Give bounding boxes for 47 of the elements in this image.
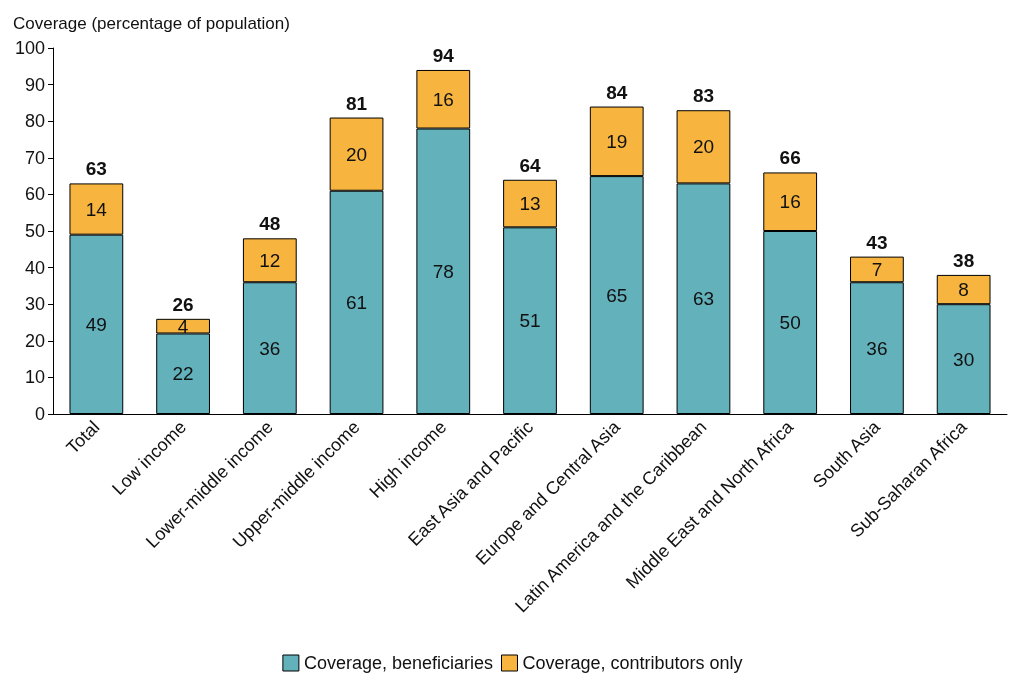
- y-tick-label: 50: [24, 221, 45, 241]
- data-label: 65: [606, 284, 628, 306]
- data-label: 14: [85, 198, 108, 220]
- total-label: 48: [259, 213, 281, 235]
- data-label: 51: [519, 310, 541, 332]
- data-label: 20: [692, 136, 715, 158]
- data-label: 36: [259, 337, 281, 359]
- data-label: 22: [172, 363, 194, 385]
- y-tick-label: 70: [24, 147, 45, 168]
- y-tick-label: 40: [24, 257, 45, 278]
- data-label: 20: [345, 143, 368, 165]
- total-label: 83: [692, 85, 715, 107]
- data-label: 13: [519, 193, 541, 215]
- y-tick-label: 60: [24, 184, 45, 205]
- y-tick-label: 0: [34, 404, 45, 424]
- data-label: 30: [953, 348, 975, 370]
- data-label: 63: [692, 288, 715, 310]
- y-tick-label: 100: [14, 38, 45, 58]
- y-axis-title: Coverage (percentage of population): [13, 14, 290, 33]
- total-label: 66: [779, 147, 801, 169]
- data-label: 61: [345, 291, 368, 313]
- legend-label: Coverage, contributors only: [522, 653, 743, 673]
- data-label: 8: [958, 279, 969, 301]
- total-label: 64: [519, 154, 541, 176]
- legend-label: Coverage, beneficiaries: [303, 653, 493, 673]
- y-tick-label: 30: [24, 294, 45, 315]
- data-label: 12: [259, 249, 281, 271]
- total-label: 43: [866, 231, 888, 253]
- data-label: 19: [606, 130, 628, 152]
- data-label: 16: [432, 88, 454, 110]
- total-label: 38: [953, 249, 975, 271]
- total-label: 81: [345, 92, 368, 114]
- y-tick-label: 20: [24, 330, 45, 351]
- y-tick-label: 10: [24, 367, 45, 388]
- data-label: 78: [432, 260, 454, 282]
- data-label: 49: [85, 313, 107, 335]
- data-label: 16: [779, 191, 801, 213]
- data-label: 36: [866, 337, 888, 359]
- total-label: 63: [85, 158, 107, 180]
- y-tick-label: 90: [24, 74, 45, 95]
- y-tick-label: 80: [24, 111, 45, 132]
- total-label: 94: [432, 44, 455, 66]
- total-label: 26: [172, 293, 194, 315]
- data-label: 50: [779, 312, 801, 333]
- data-label: 4: [177, 315, 189, 337]
- data-label: 7: [871, 258, 883, 280]
- total-label: 84: [606, 81, 628, 103]
